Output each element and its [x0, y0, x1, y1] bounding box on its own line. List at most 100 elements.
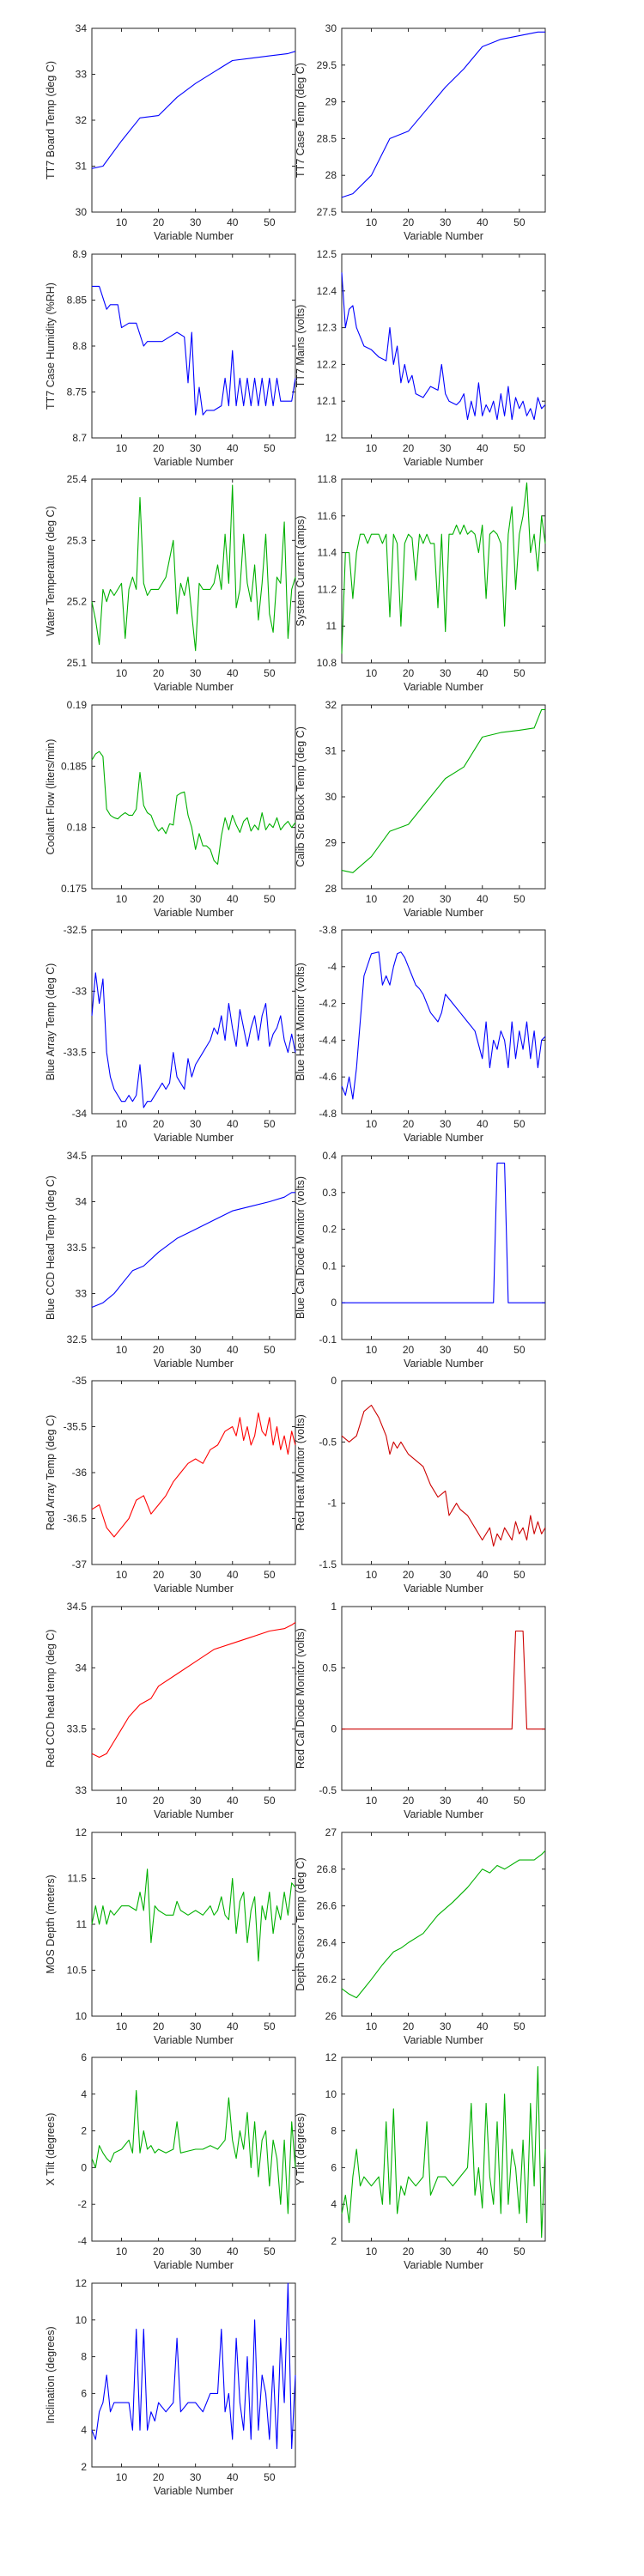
y-tick-label: 10 — [325, 2088, 337, 2100]
subplot-16: -0.5 0 0.5 1 10 20 30 40 50 Variable Number Red Ca… — [295, 1601, 546, 1820]
plot-frame — [91, 1606, 296, 1791]
y-tick-label: 8 — [331, 2125, 337, 2137]
x-tick-label: 30 — [190, 2245, 202, 2257]
y-tick-label: 8.7 — [72, 432, 87, 444]
x-tick-label: 40 — [477, 216, 489, 228]
y-tick-label: 33.5 — [67, 1242, 88, 1254]
x-axis-label: Variable Number — [154, 1358, 234, 1370]
y-tick-label: 26.2 — [317, 1973, 337, 1985]
y-tick-label: -1.5 — [319, 1558, 337, 1571]
x-tick-label: 50 — [513, 2245, 526, 2257]
y-tick-label: -0.5 — [319, 1784, 337, 1796]
y-tick-label: 33 — [76, 1784, 88, 1796]
y-tick-label: 30 — [76, 206, 88, 218]
series-line — [91, 1412, 296, 1538]
plot-frame — [91, 2057, 296, 2242]
subplot-5: 25.1 25.2 25.3 25.4 10 20 30 40 50 Variable Numbe… — [45, 473, 296, 693]
y-axis-label: MOS Depth (meters) — [45, 1874, 57, 1973]
x-tick-label: 30 — [440, 893, 452, 905]
y-tick-label: 12.3 — [317, 322, 337, 334]
x-tick-label: 20 — [403, 1795, 415, 1807]
x-axis-label: Variable Number — [404, 1583, 483, 1595]
y-axis-label: Coolant Flow (liters/min) — [45, 739, 57, 855]
y-tick-label: 33.5 — [67, 1723, 88, 1735]
y-tick-label: -32.5 — [64, 924, 88, 936]
plot-frame — [91, 2282, 296, 2468]
x-tick-label: 40 — [477, 442, 489, 454]
y-tick-label: 12 — [76, 2277, 88, 2289]
series-line — [91, 51, 296, 169]
y-tick-label: -3.8 — [319, 924, 337, 936]
y-axis-label: TT7 Case Temp (deg C) — [295, 63, 307, 178]
y-tick-label: 26 — [325, 2010, 337, 2022]
series-line — [91, 1868, 296, 1962]
series-line — [341, 951, 546, 1100]
subplot-12: -0.1 0 0.1 0.2 0.3 0.4 10 20 30 40 50 Variable Numb… — [295, 1150, 546, 1370]
x-tick-label: 10 — [116, 2471, 128, 2483]
plot-frame — [91, 478, 296, 664]
y-tick-label: 25.4 — [67, 473, 88, 485]
x-tick-label: 50 — [513, 1569, 526, 1581]
x-tick-label: 10 — [366, 2245, 378, 2257]
x-tick-label: 20 — [153, 216, 165, 228]
plot-frame — [341, 2057, 546, 2242]
series-line — [91, 2089, 296, 2215]
y-tick-label: -4.4 — [319, 1034, 337, 1046]
x-tick-label: 50 — [264, 1795, 276, 1807]
x-tick-label: 10 — [116, 1344, 128, 1356]
y-tick-label: -4.2 — [319, 998, 337, 1010]
x-axis-label: Variable Number — [154, 1132, 234, 1144]
subplot-18: 26 26.2 26.4 26.6 26.8 27 10 20 30 40 50 Variable N… — [295, 1826, 546, 2046]
x-tick-label: 10 — [366, 893, 378, 905]
y-tick-label: 4 — [81, 2424, 87, 2436]
subplot-8: 28 29 30 31 32 10 20 30 40 50 Variable Number Calib… — [295, 699, 546, 919]
x-axis-label: Variable Number — [404, 2259, 483, 2271]
subplot-13: -37 -36.5 -36 -35.5 -35 10 20 30 40 50 Variable Nu… — [45, 1375, 296, 1595]
y-axis-label: System Current (amps) — [295, 515, 307, 626]
y-axis-label: Inclination (degrees) — [45, 2326, 57, 2423]
y-tick-label: 12 — [325, 432, 337, 444]
x-tick-label: 50 — [264, 2020, 276, 2032]
x-tick-label: 40 — [477, 2020, 489, 2032]
x-tick-label: 20 — [153, 893, 165, 905]
y-tick-label: 30 — [325, 22, 337, 34]
y-tick-label: 0.19 — [67, 699, 88, 711]
x-tick-label: 20 — [403, 442, 415, 454]
y-tick-label: -36.5 — [64, 1513, 88, 1525]
y-tick-label: 27 — [325, 1826, 337, 1838]
x-tick-label: 10 — [366, 1795, 378, 1807]
y-axis-label: Blue Heat Monitor (volts) — [295, 963, 307, 1081]
x-tick-label: 10 — [116, 442, 128, 454]
subplot-15: 33 33.5 34 34.5 10 20 30 40 50 Variable Number Red… — [45, 1601, 296, 1820]
plot-frame — [341, 27, 546, 213]
x-tick-label: 50 — [264, 216, 276, 228]
series-line — [341, 1850, 546, 1999]
y-tick-label: -4 — [327, 961, 337, 973]
x-tick-label: 30 — [440, 1118, 452, 1130]
x-tick-label: 20 — [403, 2245, 415, 2257]
x-axis-label: Variable Number — [404, 456, 483, 468]
x-tick-label: 50 — [513, 893, 526, 905]
y-tick-label: 29 — [325, 96, 337, 108]
x-tick-label: 30 — [440, 1795, 452, 1807]
series-line — [91, 484, 296, 652]
plot-frame — [341, 478, 546, 664]
x-axis-label: Variable Number — [154, 1583, 234, 1595]
x-tick-label: 10 — [116, 1569, 128, 1581]
y-axis-label: Red CCD head temp (deg C) — [45, 1629, 57, 1767]
y-tick-label: 0.5 — [322, 1662, 337, 1674]
x-tick-label: 20 — [403, 667, 415, 679]
y-tick-label: 34 — [76, 1196, 88, 1208]
x-tick-label: 50 — [513, 216, 526, 228]
plot-frame — [91, 1832, 296, 2017]
y-tick-label: 6 — [81, 2051, 87, 2063]
subplot-3: 8.7 8.75 8.8 8.85 8.9 10 20 30 40 50 Variable Numb… — [45, 248, 296, 468]
y-tick-label: 29 — [325, 837, 337, 849]
y-tick-label: 25.3 — [67, 534, 88, 546]
x-tick-label: 20 — [153, 2245, 165, 2257]
x-tick-label: 40 — [227, 2471, 239, 2483]
x-tick-label: 10 — [366, 2020, 378, 2032]
y-axis-label: Blue CCD Head Temp (deg C) — [45, 1176, 57, 1320]
x-axis-label: Variable Number — [404, 907, 483, 919]
y-tick-label: 12.1 — [317, 395, 337, 407]
